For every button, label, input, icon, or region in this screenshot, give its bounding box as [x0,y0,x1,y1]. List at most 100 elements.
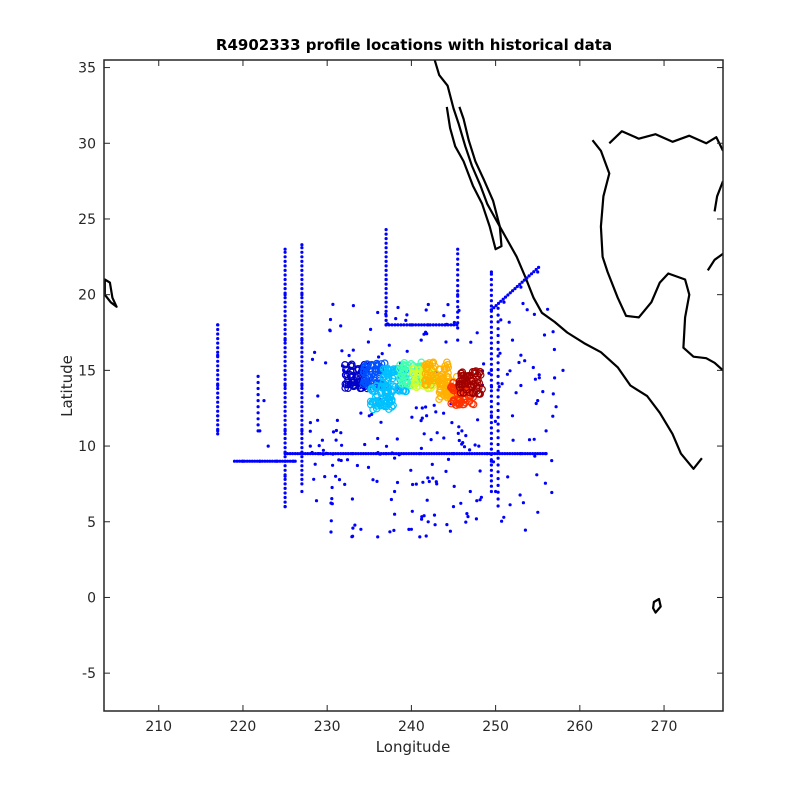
historical-point [434,323,438,327]
historical-point [442,314,446,318]
coastline-cocos-island [652,597,662,614]
historical-point [489,447,493,451]
historical-point [519,383,523,388]
historical-point [489,336,493,340]
historical-point [410,509,414,513]
historical-point [402,323,406,327]
historical-point [440,452,444,456]
y-tick-label: 0 [87,590,96,606]
float-profile-point [369,373,378,381]
historical-point [465,511,469,516]
historical-point [283,268,287,272]
historical-point [395,437,399,441]
historical-point [283,255,287,259]
historical-point [422,452,426,456]
historical-point [508,291,512,295]
historical-point [300,464,304,468]
historical-point [444,340,448,344]
historical-point [330,497,334,501]
historical-point [216,364,220,368]
historical-point [384,305,388,309]
historical-point [283,377,287,381]
historical-point [489,399,493,403]
historical-point [216,383,220,388]
historical-point [283,474,287,478]
historical-point [479,495,483,499]
historical-point [216,409,220,413]
historical-point [488,452,492,456]
historical-point [258,429,262,433]
historical-point [341,452,345,456]
historical-point [511,438,515,442]
historical-point [442,436,446,440]
historical-point [256,393,260,397]
historical-point [300,432,304,436]
historical-point [283,405,287,409]
historical-point [300,243,304,247]
historical-point [376,535,380,539]
historical-point [489,474,493,478]
float-profile-point [391,367,400,375]
float-profile-point [362,379,371,388]
historical-point [397,453,401,457]
float-profile-point [423,381,431,389]
historical-point [502,515,506,519]
historical-point [384,232,388,236]
historical-point [369,452,373,456]
historical-point [356,452,360,456]
historical-point [420,517,424,521]
historical-point [384,291,388,295]
historical-point [331,463,335,467]
historical-point [409,468,413,472]
historical-point [263,459,267,463]
historical-point [283,386,287,391]
float-profile-point [447,382,456,391]
historical-point [283,500,287,504]
historical-point [419,323,424,327]
historical-point [475,331,479,335]
historical-point [407,527,411,532]
historical-point [462,445,467,449]
historical-point [496,408,500,413]
historical-point [371,478,375,482]
historical-point [385,322,390,326]
historical-point [334,452,338,456]
historical-point [300,441,304,445]
float-profile-point [342,380,351,389]
historical-point [462,452,467,456]
historical-point [351,304,355,308]
historical-point [414,323,418,327]
float-profile-point [387,403,396,411]
historical-point [446,303,450,307]
historical-point [422,323,426,327]
float-profile-point [394,385,403,394]
historical-point [489,288,493,292]
historical-point [216,405,220,409]
historical-point [283,277,287,282]
historical-point [364,452,368,456]
float-profile-point [378,400,387,409]
historical-point [283,491,287,495]
historical-point [283,332,287,336]
historical-point [489,463,493,467]
historical-point [359,411,363,415]
historical-point [283,455,287,459]
historical-point [378,452,382,456]
historical-point [500,519,504,523]
historical-point [440,323,444,327]
historical-point [420,515,424,519]
historical-point [216,353,220,357]
chart-title: R4902333 profile locations with historic… [216,36,612,54]
historical-point [498,351,502,355]
historical-point [300,346,304,350]
historical-point [384,309,388,313]
historical-point [300,364,304,368]
historical-point [291,459,296,463]
historical-point [519,285,523,289]
historical-point [384,296,388,300]
historical-point [379,420,383,424]
historical-point [308,421,312,425]
historical-point [432,452,436,456]
historical-point [300,293,304,297]
